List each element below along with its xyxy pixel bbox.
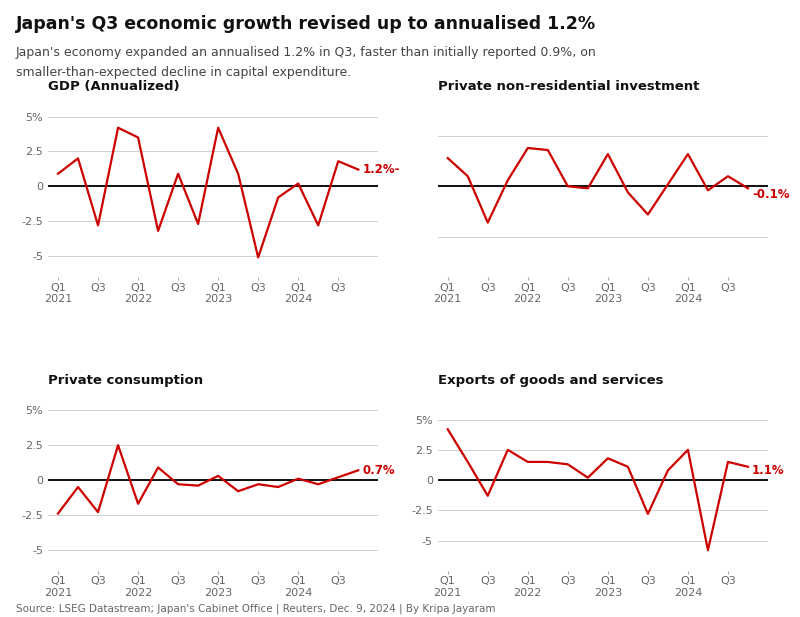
Text: 1.1%: 1.1% — [752, 464, 785, 477]
Text: Japan's Q3 economic growth revised up to annualised 1.2%: Japan's Q3 economic growth revised up to… — [16, 15, 596, 33]
Text: Private non-residential investment: Private non-residential investment — [438, 80, 699, 93]
Text: smaller-than-expected decline in capital expenditure.: smaller-than-expected decline in capital… — [16, 66, 351, 79]
Text: Private consumption: Private consumption — [48, 374, 203, 387]
Text: -0.1%: -0.1% — [752, 188, 790, 201]
Text: Source: LSEG Datastream; Japan's Cabinet Office | Reuters, Dec. 9, 2024 | By Kri: Source: LSEG Datastream; Japan's Cabinet… — [16, 603, 495, 614]
Text: Exports of goods and services: Exports of goods and services — [438, 374, 663, 387]
Text: GDP (Annualized): GDP (Annualized) — [48, 80, 180, 93]
Text: 1.2%-: 1.2%- — [362, 163, 400, 176]
Text: Japan's economy expanded an annualised 1.2% in Q3, faster than initially reporte: Japan's economy expanded an annualised 1… — [16, 46, 597, 59]
Text: 0.7%: 0.7% — [362, 464, 395, 477]
